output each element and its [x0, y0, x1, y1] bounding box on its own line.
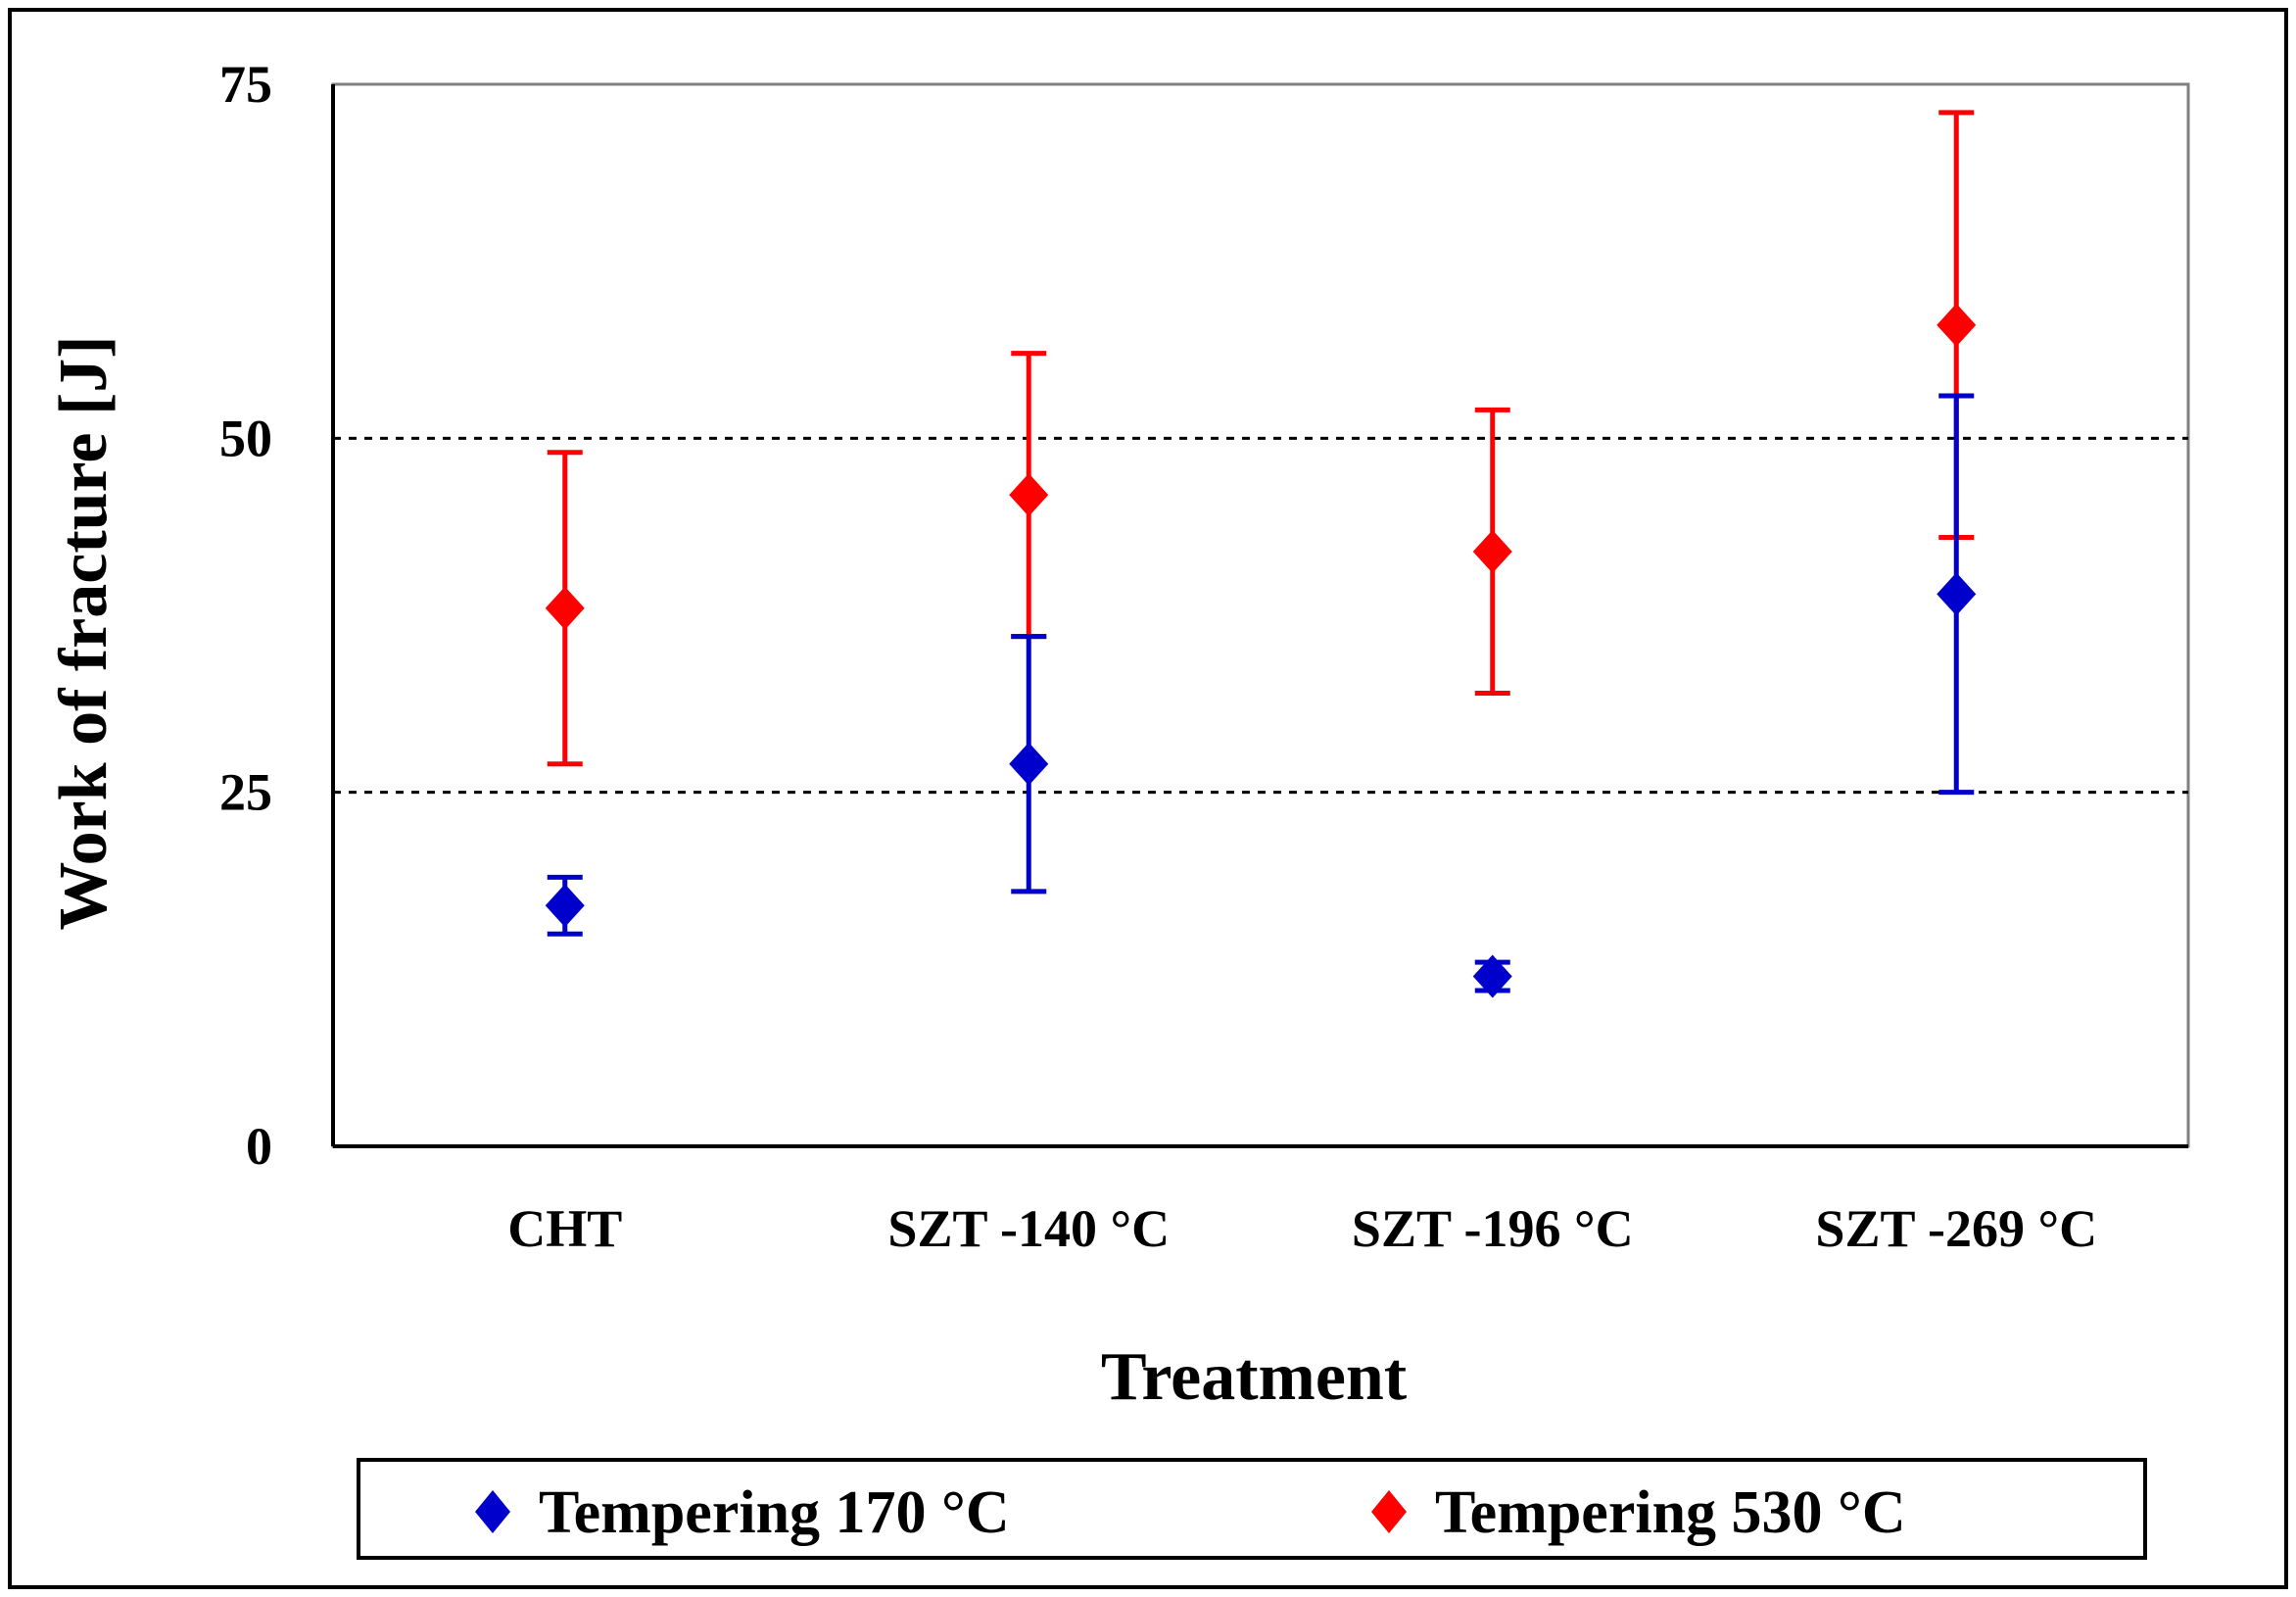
gridlines: [333, 436, 2188, 795]
data-point: [1009, 473, 1049, 517]
legend-label-tempering-170: Tempering 170 °C: [539, 1479, 1010, 1546]
x-tick-labels: CHT SZT -140 °C SZT -196 °C SZT -269 °C: [507, 1199, 2097, 1258]
y-tick-label: 75: [219, 55, 272, 114]
data-series: [545, 110, 1977, 998]
x-tick-label: SZT -196 °C: [1352, 1199, 1634, 1258]
legend-label-tempering-530: Tempering 530 °C: [1435, 1479, 1906, 1546]
data-point: [1937, 572, 1977, 616]
legend-marker-tempering-170: [475, 1490, 510, 1533]
y-tick-label: 25: [219, 763, 272, 822]
y-tick-label: 0: [246, 1117, 272, 1176]
x-tick-label: SZT -269 °C: [1815, 1199, 2097, 1258]
data-point: [1472, 529, 1512, 573]
y-tick-label: 50: [219, 409, 272, 467]
x-axis-title: Treatment: [1101, 1339, 1407, 1415]
x-tick-label: CHT: [507, 1199, 622, 1258]
data-point: [545, 586, 585, 630]
data-point: [1472, 954, 1512, 998]
legend: Tempering 170 °C Tempering 530 °C: [357, 1458, 2147, 1560]
y-axis-title: Work of fracture [J]: [46, 335, 121, 930]
data-point: [1937, 303, 1977, 347]
series-0: [545, 393, 1977, 998]
legend-box: [357, 1458, 2147, 1560]
y-tick-labels: 0 25 50 75: [219, 55, 272, 1176]
x-tick-label: SZT -140 °C: [887, 1199, 1170, 1258]
data-point: [1009, 742, 1049, 786]
data-point: [545, 884, 585, 928]
legend-marker-tempering-530: [1371, 1490, 1407, 1533]
plot-area: [331, 82, 2190, 1148]
